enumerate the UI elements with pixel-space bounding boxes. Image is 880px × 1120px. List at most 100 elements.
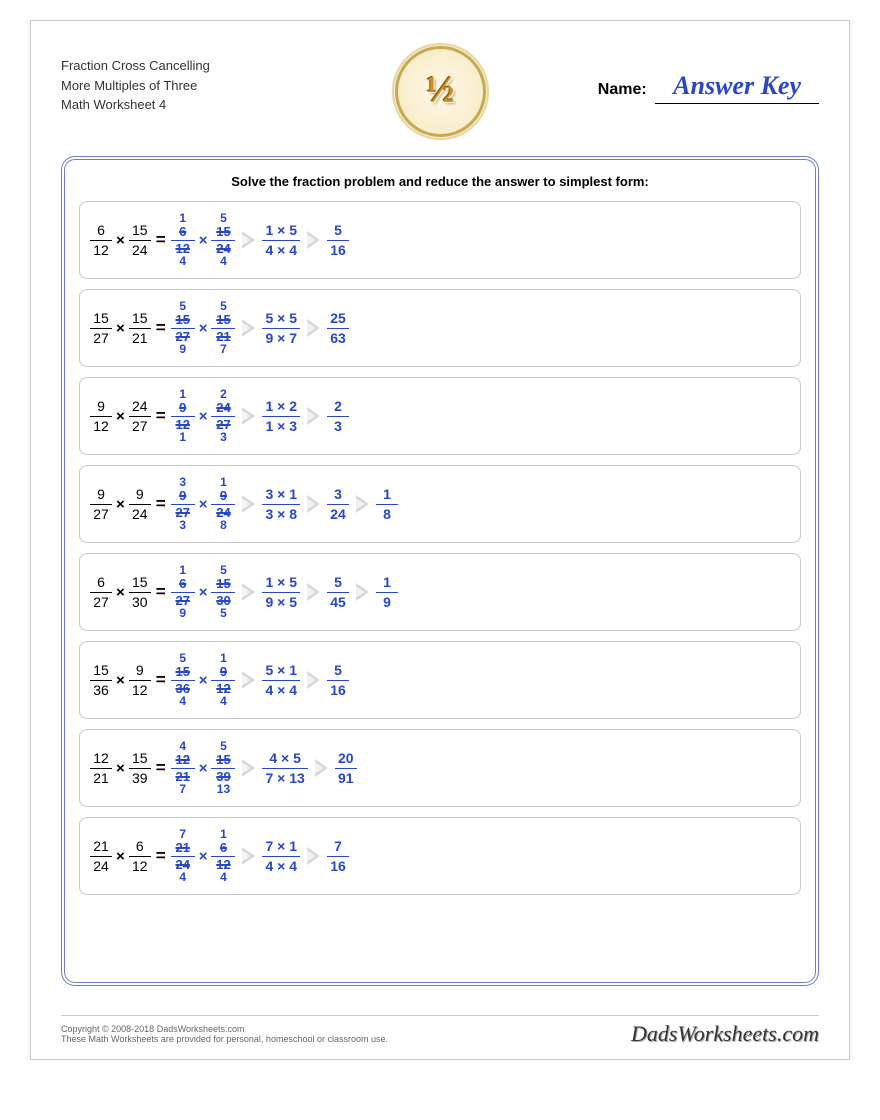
fraction: 3 × 13 × 8 [262, 486, 300, 523]
disclaimer-text: These Math Worksheets are provided for p… [61, 1034, 388, 1044]
times-op: × [199, 496, 208, 513]
arrow-icon [307, 319, 320, 337]
fraction: 912 [129, 662, 151, 699]
copyright-text: Copyright © 2008-2018 DadsWorksheets.com [61, 1024, 388, 1034]
arrow-icon [307, 671, 320, 689]
cancelled-fraction: 412217 [171, 740, 195, 795]
fraction: 7 × 14 × 4 [262, 838, 300, 875]
instruction-text: Solve the fraction problem and reduce th… [79, 174, 801, 189]
times-op: × [199, 408, 208, 425]
fraction: 1221 [90, 750, 112, 787]
equals-op: = [156, 758, 166, 778]
fraction: 23 [327, 398, 349, 435]
name-label: Name: [598, 81, 647, 98]
title-line-2: More Multiples of Three [61, 76, 341, 96]
fraction: 516 [327, 662, 349, 699]
equals-op: = [156, 230, 166, 250]
fraction: 912 [90, 398, 112, 435]
arrow-icon [307, 495, 320, 513]
header-title-block: Fraction Cross Cancelling More Multiples… [61, 46, 341, 115]
fraction: 5 × 14 × 4 [262, 662, 300, 699]
equals-op: = [156, 582, 166, 602]
cancelled-fraction: 515244 [211, 212, 235, 267]
footer: Copyright © 2008-2018 DadsWorksheets.com… [61, 1015, 819, 1047]
arrow-icon [242, 847, 255, 865]
footer-left: Copyright © 2008-2018 DadsWorksheets.com… [61, 1024, 388, 1044]
times-op: × [116, 672, 125, 689]
fraction: 1 × 59 × 5 [262, 574, 300, 611]
fraction: 2124 [90, 838, 112, 875]
fraction: 716 [327, 838, 349, 875]
cancelled-fraction: 224273 [211, 388, 235, 443]
header: Fraction Cross Cancelling More Multiples… [61, 46, 819, 141]
cancelled-fraction: 19248 [211, 476, 235, 531]
arrow-icon [307, 231, 320, 249]
fraction: 627 [90, 574, 112, 611]
arrow-icon [356, 583, 369, 601]
times-op: × [116, 760, 125, 777]
fraction: 545 [327, 574, 349, 611]
fraction: 2427 [129, 398, 151, 435]
fraction: 4 × 57 × 13 [262, 750, 307, 787]
fraction: 18 [376, 486, 398, 523]
times-op: × [199, 320, 208, 337]
name-field: Name: Answer Key [598, 46, 819, 104]
times-op: × [116, 320, 125, 337]
fraction: 5 × 59 × 7 [262, 310, 300, 347]
fraction: 324 [327, 486, 349, 523]
times-op: × [116, 408, 125, 425]
arrow-icon [315, 759, 328, 777]
times-op: × [199, 848, 208, 865]
cancelled-fraction: 721244 [171, 828, 195, 883]
cancelled-fraction: 515305 [211, 564, 235, 619]
arrow-icon [307, 847, 320, 865]
arrow-icon [242, 759, 255, 777]
equals-op: = [156, 670, 166, 690]
arrow-icon [242, 495, 255, 513]
fraction: 924 [129, 486, 151, 523]
times-op: × [116, 232, 125, 249]
fraction: 1530 [129, 574, 151, 611]
problem-row: 1221×1539=412217×51539134 × 57 × 132091 [79, 729, 801, 807]
fraction: 516 [327, 222, 349, 259]
times-op: × [116, 848, 125, 865]
problem-row: 627×1530=16279×5153051 × 59 × 554519 [79, 553, 801, 631]
equals-op: = [156, 406, 166, 426]
times-op: × [199, 760, 208, 777]
fraction: 1539 [129, 750, 151, 787]
fraction: 1524 [129, 222, 151, 259]
worksheet-page: Fraction Cross Cancelling More Multiples… [30, 20, 850, 1060]
problem-row: 2124×612=721244×161247 × 14 × 4716 [79, 817, 801, 895]
arrow-icon [242, 231, 255, 249]
answer-key-text: Answer Key [655, 71, 819, 104]
title-line-3: Math Worksheet 4 [61, 95, 341, 115]
cancelled-fraction: 515217 [211, 300, 235, 355]
equals-op: = [156, 318, 166, 338]
fraction: 612 [90, 222, 112, 259]
times-op: × [199, 232, 208, 249]
fraction-logo-icon: ½ [395, 46, 485, 136]
problem-row: 912×2427=19121×2242731 × 21 × 323 [79, 377, 801, 455]
arrow-icon [307, 407, 320, 425]
times-op: × [199, 584, 208, 601]
cancelled-fraction: 16279 [171, 564, 195, 619]
cancelled-fraction: 19124 [211, 652, 235, 707]
cancelled-fraction: 39273 [171, 476, 195, 531]
fraction: 1 × 54 × 4 [262, 222, 300, 259]
cancelled-fraction: 19121 [171, 388, 195, 443]
fraction: 927 [90, 486, 112, 523]
cancelled-fraction: 16124 [171, 212, 195, 267]
fraction: 1536 [90, 662, 112, 699]
problem-row: 927×924=39273×192483 × 13 × 832418 [79, 465, 801, 543]
problems-frame: Solve the fraction problem and reduce th… [61, 156, 819, 986]
fraction: 612 [129, 838, 151, 875]
arrow-icon [242, 319, 255, 337]
title-line-1: Fraction Cross Cancelling [61, 56, 341, 76]
fraction: 2091 [335, 750, 357, 787]
cancelled-fraction: 515364 [171, 652, 195, 707]
problem-row: 1527×1521=515279×5152175 × 59 × 72563 [79, 289, 801, 367]
arrow-icon [356, 495, 369, 513]
problem-row: 1536×912=515364×191245 × 14 × 4516 [79, 641, 801, 719]
times-op: × [199, 672, 208, 689]
fraction: 19 [376, 574, 398, 611]
